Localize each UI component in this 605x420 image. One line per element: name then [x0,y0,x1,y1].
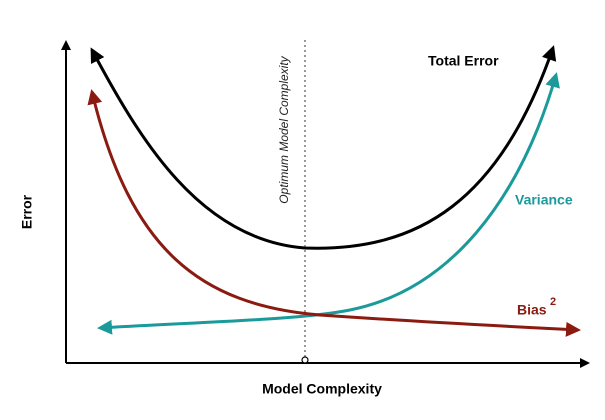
total-error-curve [90,45,557,250]
variance-curve [97,72,560,335]
variance-label: Variance [515,192,573,208]
x-axis-label: Model Complexity [262,381,382,397]
bias-superscript: 2 [550,296,556,308]
optimum-point [301,356,309,364]
bias-label: Bias [517,302,547,318]
total-error-label: Total Error [428,53,499,69]
optimum-label: Optimum Model Complexity [277,55,291,203]
bias-curve [87,89,581,337]
y-axis-label: Error [19,194,35,229]
